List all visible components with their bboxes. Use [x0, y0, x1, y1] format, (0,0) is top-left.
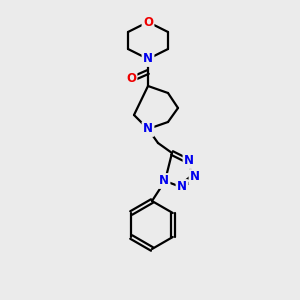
Text: N: N — [184, 154, 194, 167]
Text: O: O — [126, 73, 136, 85]
Text: N: N — [143, 122, 153, 136]
Text: N: N — [143, 52, 153, 65]
Text: N: N — [190, 170, 200, 184]
Text: O: O — [143, 16, 153, 28]
Text: N: N — [177, 181, 187, 194]
Text: N: N — [159, 175, 169, 188]
